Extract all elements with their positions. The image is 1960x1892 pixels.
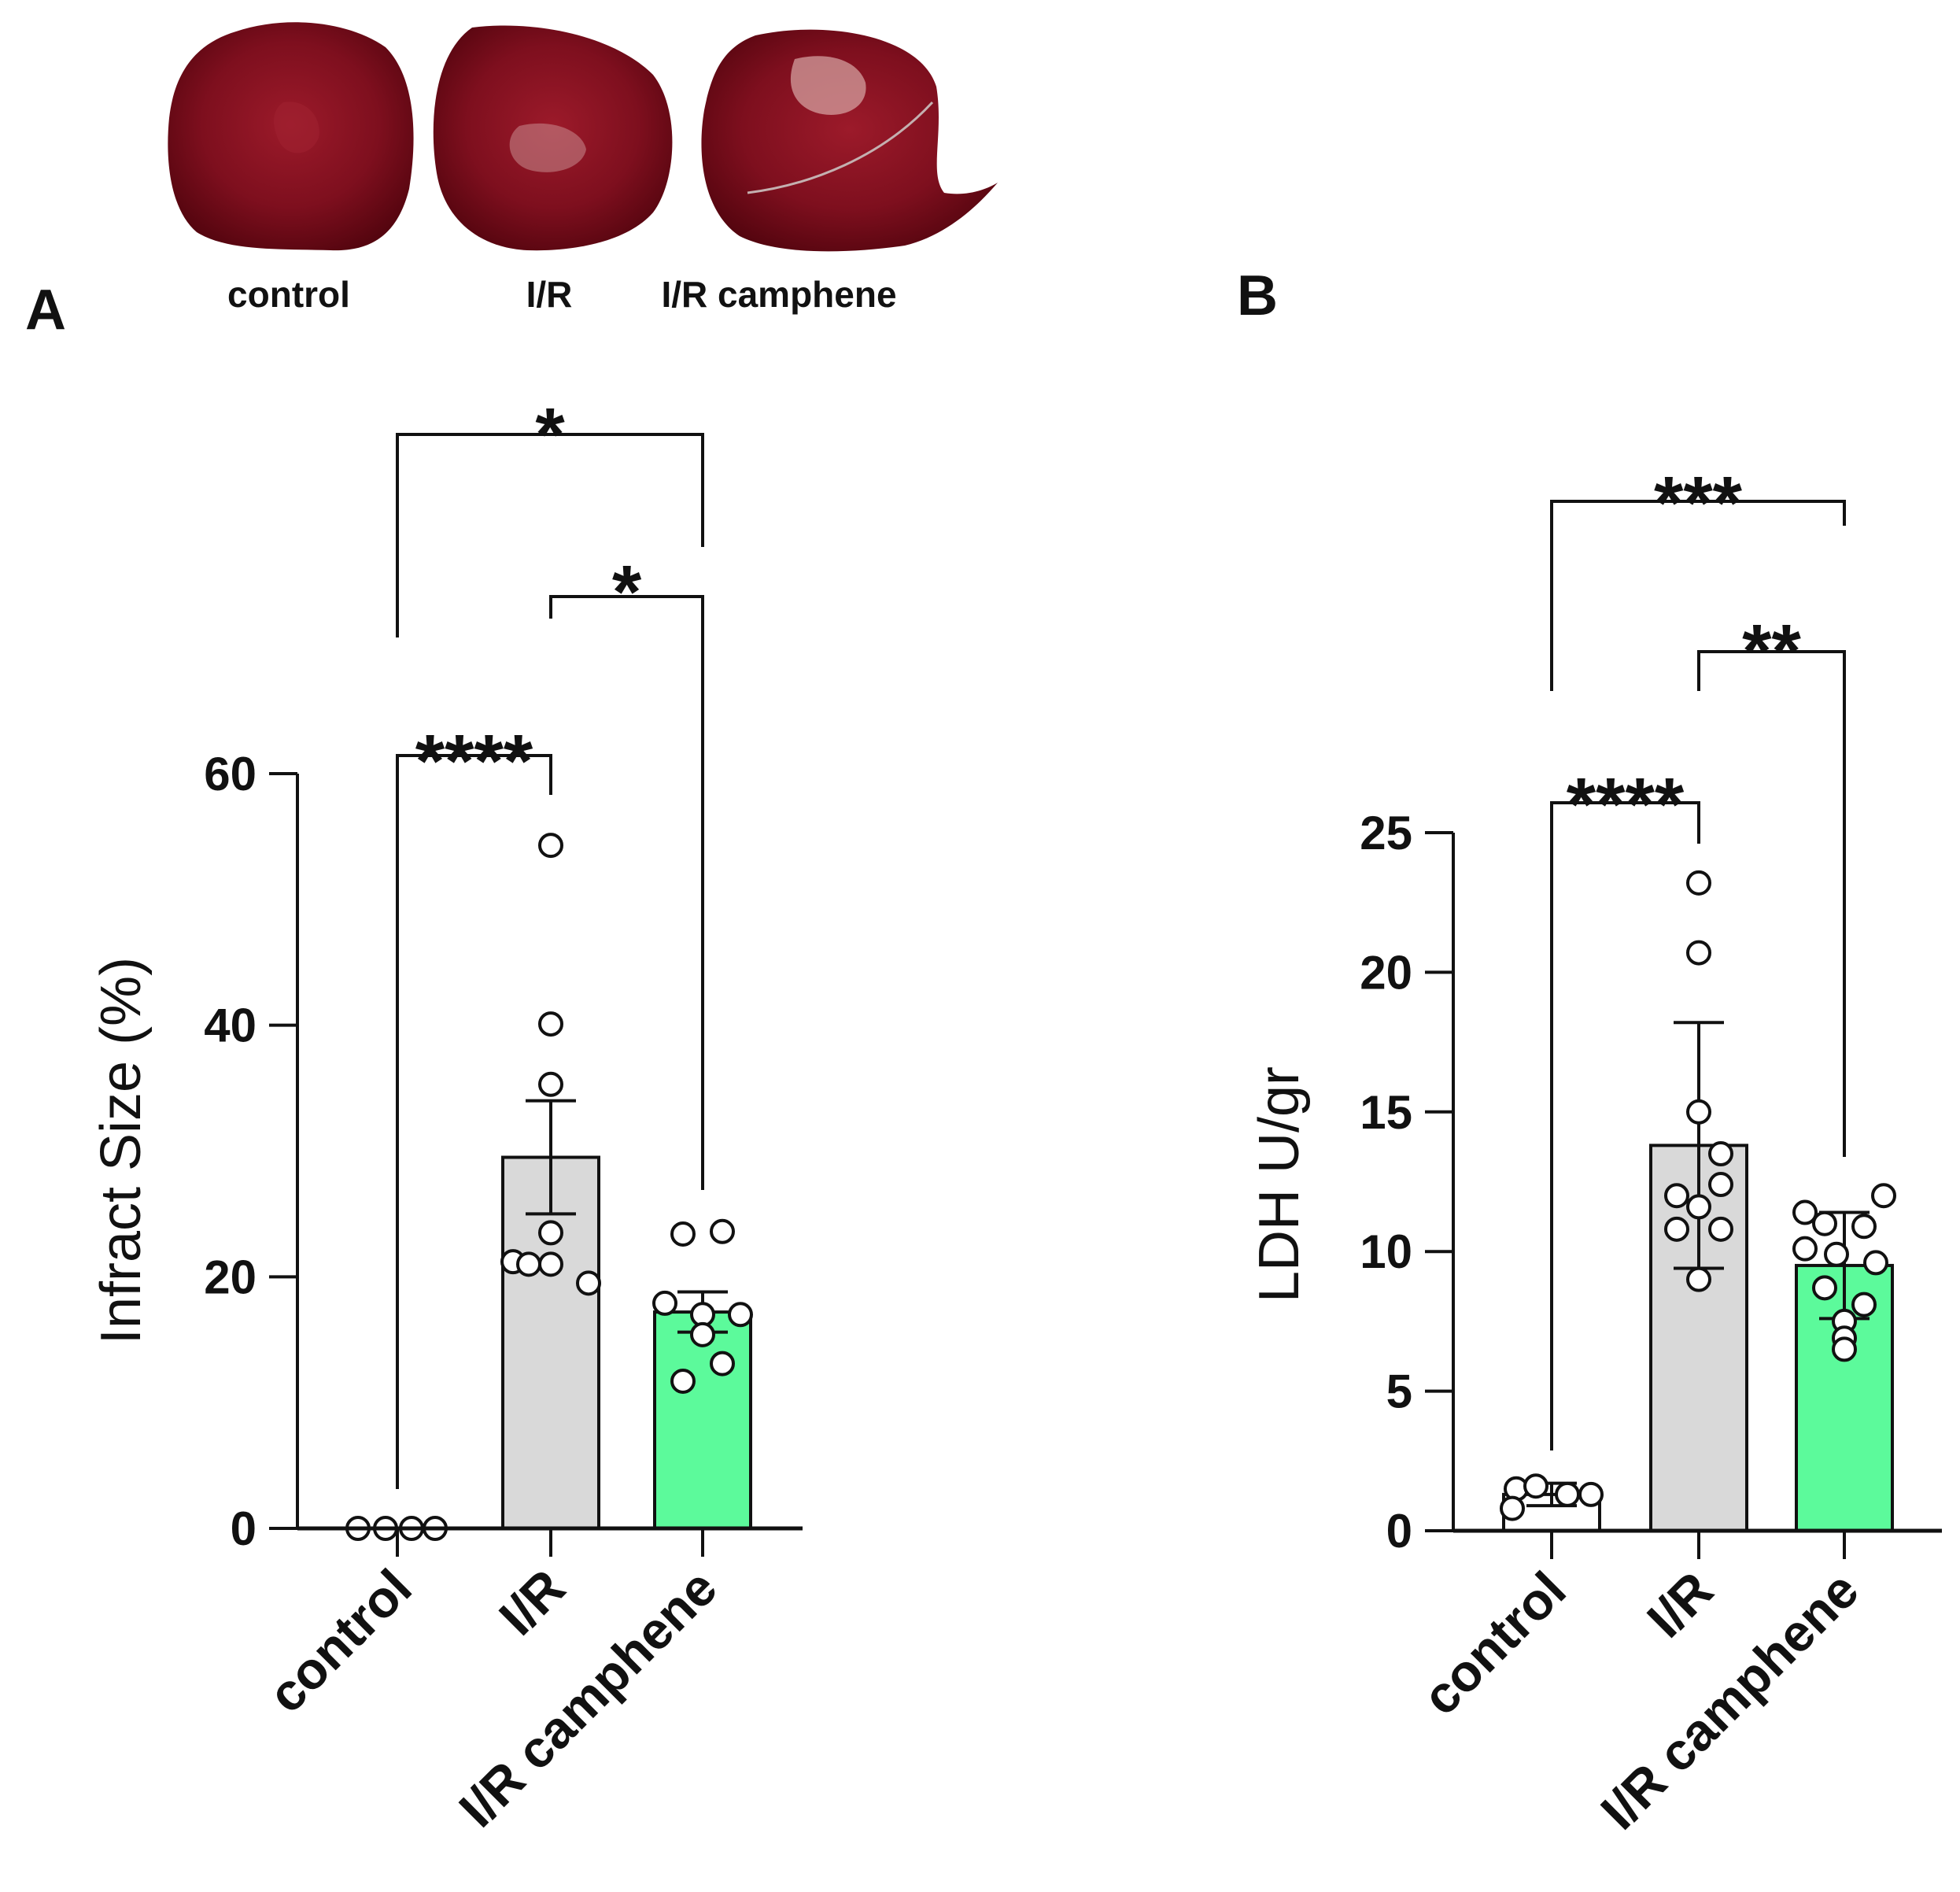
chart-b-point-control xyxy=(1578,1481,1604,1507)
bracket-line xyxy=(1697,650,1846,1157)
photo-label-control: control xyxy=(227,274,350,315)
chart-a-y-tick-label: 0 xyxy=(231,1502,257,1555)
chart-b-point-i-r-camphene xyxy=(1792,1236,1818,1262)
chart-a-y-tick-label: 40 xyxy=(204,1000,257,1052)
heart-photos: control I/R I/R camphene xyxy=(168,22,998,315)
chart-a-point-i-r-camphene xyxy=(670,1368,696,1394)
chart-b-y-tick-label: 5 xyxy=(1386,1365,1412,1418)
panel-letter-b: B xyxy=(1237,264,1278,327)
chart-a-y-tick-label: 60 xyxy=(204,748,257,800)
chart-b-significance-bracket: **** xyxy=(1550,763,1700,1450)
bracket-line xyxy=(396,433,704,637)
photo-ir-camphene xyxy=(701,29,998,252)
bracket-line xyxy=(549,595,704,1190)
chart-b-x-label-i-r-camphene: I/R camphene xyxy=(1589,1561,1870,1841)
photo-label-ir-camphene: I/R camphene xyxy=(661,274,896,315)
chart-b-point-i-r xyxy=(1686,1099,1711,1125)
tissue-highlight-control xyxy=(274,102,319,153)
chart-b-point-i-r-camphene xyxy=(1851,1292,1877,1317)
chart-b-point-i-r-camphene xyxy=(1812,1210,1837,1236)
chart-a-point-i-r xyxy=(538,833,563,859)
chart-b-point-i-r-camphene xyxy=(1824,1241,1849,1267)
chart-b-point-i-r xyxy=(1664,1183,1689,1209)
chart-a-point-i-r-camphene xyxy=(652,1290,677,1316)
significance-stars: ** xyxy=(1742,609,1801,693)
chart-a-y-axis-label: Infract Size (%) xyxy=(90,957,153,1344)
significance-stars: * xyxy=(612,550,642,634)
chart-a-x-label-i-r: I/R xyxy=(488,1558,576,1646)
chart-a-significance-bracket: * xyxy=(549,550,704,1190)
tissue-crack-line xyxy=(747,101,934,194)
chart-b-point-control xyxy=(1555,1481,1580,1507)
chart-b-point-i-r xyxy=(1708,1216,1733,1242)
chart-a-point-i-r xyxy=(538,1011,563,1037)
chart-b-y-tick-label: 0 xyxy=(1386,1505,1412,1558)
chart-a-point-i-r-camphene xyxy=(690,1321,715,1347)
chart-b-significance-bracket: ** xyxy=(1697,609,1846,1157)
chart-b-point-i-r-camphene xyxy=(1812,1275,1837,1301)
chart-b-point-i-r-camphene xyxy=(1832,1336,1857,1362)
chart-a-point-i-r-camphene xyxy=(710,1351,735,1377)
chart-b-point-i-r xyxy=(1686,1194,1711,1220)
photo-label-ir: I/R xyxy=(526,274,573,315)
chart-a-x-label-control: control xyxy=(257,1558,422,1724)
chart-b-point-i-r-camphene xyxy=(1871,1183,1896,1209)
chart-b-y-tick-label: 15 xyxy=(1360,1086,1412,1139)
photo-control xyxy=(168,22,414,251)
chart-a-point-i-r-camphene xyxy=(728,1302,753,1328)
chart-b-point-i-r-camphene xyxy=(1863,1250,1888,1276)
chart-b-point-control xyxy=(1500,1495,1525,1521)
chart-a-point-i-r xyxy=(538,1220,563,1246)
chart-b: 0 5 10 15 20 25 control I/RI/R camphene LDH U/gr… xyxy=(1248,461,1942,1840)
significance-stars: * xyxy=(535,393,565,477)
chart-b-point-i-r xyxy=(1686,940,1711,966)
chart-a-error-bar-i-r xyxy=(526,1099,576,1216)
tissue-slice-ir-camphene xyxy=(701,29,998,252)
chart-b-point-i-r-camphene xyxy=(1792,1199,1818,1225)
chart-a-x-label-i-r-camphene: I/R camphene xyxy=(448,1558,728,1838)
chart-b-y-tick-label: 10 xyxy=(1360,1225,1412,1278)
chart-b-point-control xyxy=(1523,1473,1548,1499)
panel-letter-a: A xyxy=(25,279,66,342)
significance-stars: **** xyxy=(1567,763,1685,847)
chart-b-x-label-i-r: I/R xyxy=(1636,1561,1724,1649)
chart-b-point-i-r-camphene xyxy=(1851,1214,1877,1240)
chart-a-significance-bracket: **** xyxy=(396,719,552,1489)
chart-b-x-label-control: control xyxy=(1411,1561,1576,1726)
chart-b-point-i-r xyxy=(1686,1266,1711,1292)
chart-a-point-i-r xyxy=(538,1251,563,1277)
tissue-pale-ir-camphene xyxy=(790,56,866,115)
bracket-line xyxy=(396,754,552,1489)
chart-b-point-i-r xyxy=(1664,1216,1689,1242)
chart-a-point-i-r xyxy=(516,1251,541,1277)
chart-b-point-i-r xyxy=(1686,870,1711,896)
chart-b-significance-bracket: *** xyxy=(1550,461,1846,691)
chart-a-point-i-r xyxy=(538,1071,563,1097)
chart-a-significance-bracket: * xyxy=(396,393,704,637)
chart-b-y-tick-label: 20 xyxy=(1360,946,1412,999)
chart-b-point-i-r xyxy=(1708,1172,1733,1198)
chart-a-point-i-r xyxy=(576,1270,601,1296)
bracket-line xyxy=(1550,500,1846,691)
chart-b-y-axis-label: LDH U/gr xyxy=(1248,1066,1311,1303)
chart-a-point-i-r-camphene xyxy=(710,1218,735,1244)
bracket-line xyxy=(1550,801,1700,1450)
chart-b-y-tick-label: 25 xyxy=(1360,807,1412,859)
chart-a-point-i-r-camphene xyxy=(670,1221,696,1247)
tissue-pale-ir xyxy=(509,123,586,172)
chart-a: 0 20 40 60 control I/RI/R camphene Infract Siz… xyxy=(90,393,803,1838)
chart-b-point-i-r xyxy=(1708,1141,1733,1167)
significance-stars: *** xyxy=(1654,461,1743,545)
significance-stars: **** xyxy=(415,719,533,804)
photo-ir xyxy=(433,25,673,251)
chart-a-y-tick-label: 20 xyxy=(204,1251,257,1303)
